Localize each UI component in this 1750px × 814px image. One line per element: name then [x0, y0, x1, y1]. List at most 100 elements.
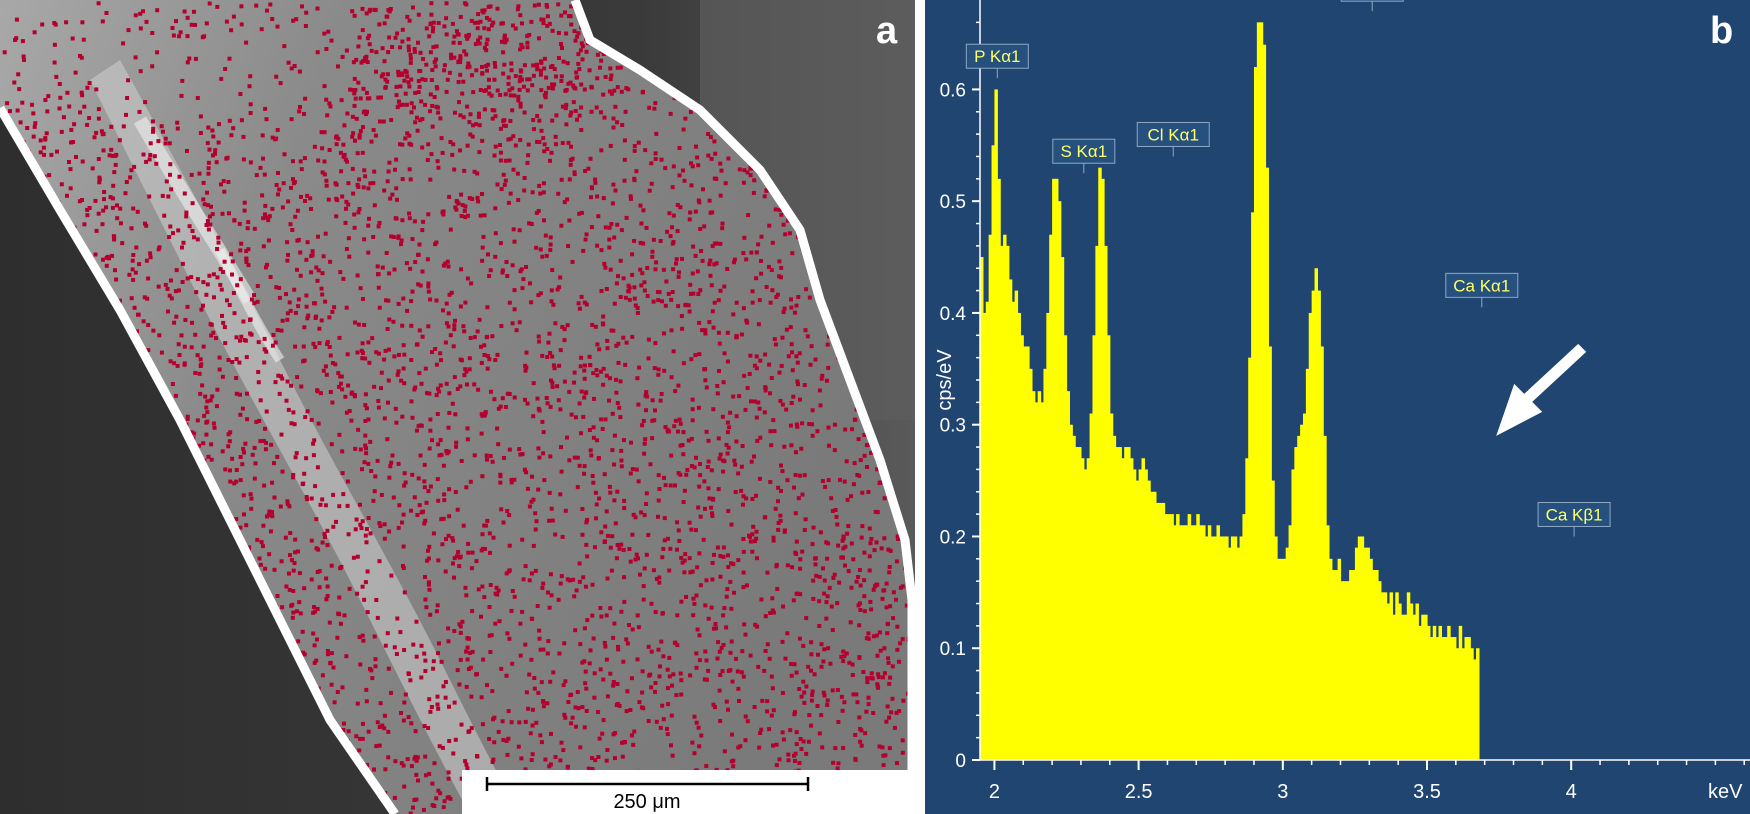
element-dot	[367, 33, 372, 38]
element-dot	[704, 429, 709, 434]
element-dot	[669, 297, 674, 302]
element-dot	[285, 311, 290, 316]
element-dot	[697, 484, 702, 489]
element-dot	[129, 168, 134, 173]
element-dot	[817, 731, 822, 736]
element-dot	[259, 540, 264, 545]
element-dot	[771, 538, 776, 543]
element-dot	[280, 376, 285, 381]
element-dot	[479, 614, 483, 619]
element-dot	[820, 373, 825, 378]
element-dot	[900, 750, 905, 755]
element-dot	[561, 683, 566, 688]
element-dot	[857, 655, 862, 660]
element-dot	[809, 640, 814, 645]
element-dot	[400, 102, 405, 107]
element-dot	[695, 155, 700, 160]
element-dot	[493, 144, 498, 149]
element-dot	[246, 220, 251, 225]
element-dot	[244, 249, 249, 254]
element-dot	[69, 140, 73, 145]
element-dot	[433, 347, 438, 351]
element-dot	[565, 323, 570, 328]
element-dot	[681, 430, 686, 435]
element-dot	[283, 535, 288, 540]
element-dot	[395, 197, 399, 202]
element-dot	[656, 473, 661, 478]
element-dot	[864, 443, 869, 448]
element-dot	[628, 194, 633, 199]
element-dot	[506, 709, 511, 714]
element-dot	[669, 328, 674, 333]
element-dot	[176, 342, 181, 347]
element-dot	[305, 240, 310, 245]
element-dot	[451, 344, 456, 349]
element-dot	[475, 195, 480, 200]
element-dot	[177, 174, 182, 179]
element-dot	[409, 508, 413, 513]
element-dot	[395, 372, 400, 377]
element-dot	[574, 70, 579, 75]
element-dot	[193, 371, 198, 375]
element-dot	[147, 157, 152, 162]
element-dot	[522, 176, 527, 180]
element-dot	[241, 157, 246, 162]
element-dot	[802, 383, 807, 387]
element-dot	[843, 427, 848, 432]
element-dot	[864, 709, 869, 714]
element-dot	[458, 624, 463, 629]
element-dot	[580, 705, 585, 710]
element-dot	[419, 675, 424, 680]
element-dot	[409, 764, 414, 769]
element-dot	[846, 569, 851, 574]
element-dot	[428, 612, 433, 617]
element-dot	[200, 383, 205, 388]
element-dot	[606, 533, 610, 538]
element-dot	[663, 425, 668, 430]
element-dot	[810, 689, 815, 694]
element-dot	[137, 109, 142, 114]
element-dot	[97, 177, 102, 182]
element-dot	[639, 510, 644, 515]
element-dot	[545, 401, 550, 406]
element-dot	[295, 267, 299, 272]
element-dot	[293, 455, 298, 460]
element-dot	[489, 633, 494, 638]
element-dot	[600, 321, 605, 326]
element-dot	[480, 138, 485, 143]
element-dot	[227, 56, 232, 61]
element-dot	[589, 109, 594, 114]
element-dot	[807, 713, 812, 718]
element-dot	[328, 104, 333, 109]
element-dot	[238, 478, 243, 483]
element-dot	[285, 379, 290, 384]
element-dot	[783, 232, 788, 237]
element-dot	[888, 604, 893, 609]
element-dot	[876, 672, 881, 677]
element-dot	[598, 667, 603, 672]
element-dot	[599, 110, 603, 115]
element-dot	[439, 358, 443, 363]
element-dot	[389, 118, 394, 122]
element-dot	[605, 694, 610, 699]
element-dot	[748, 653, 753, 658]
element-dot	[159, 124, 164, 129]
element-dot	[760, 698, 765, 703]
element-dot	[327, 101, 332, 106]
element-dot	[525, 88, 530, 93]
element-dot	[458, 657, 463, 662]
element-dot	[360, 6, 365, 11]
element-dot	[291, 18, 296, 23]
element-dot	[595, 194, 600, 199]
element-dot	[774, 564, 779, 569]
element-dot	[518, 13, 523, 18]
element-dot	[512, 395, 517, 400]
element-dot	[419, 99, 424, 104]
element-dot	[574, 724, 578, 729]
element-dot	[104, 11, 109, 15]
element-dot	[593, 545, 597, 550]
element-dot	[216, 240, 221, 245]
element-dot	[647, 188, 652, 193]
element-dot	[500, 21, 505, 26]
element-dot	[821, 690, 826, 695]
